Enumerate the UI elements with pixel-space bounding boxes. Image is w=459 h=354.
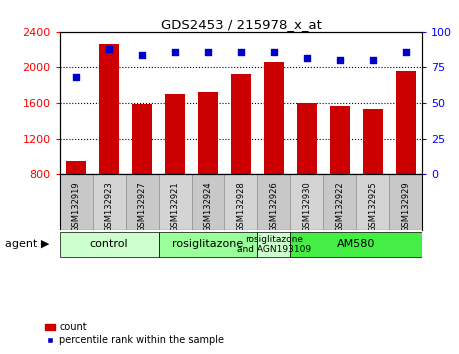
Point xyxy=(402,49,409,55)
Legend: count, percentile rank within the sample: count, percentile rank within the sample xyxy=(42,319,228,349)
Text: GSM132925: GSM132925 xyxy=(368,181,377,232)
Bar xyxy=(126,175,158,230)
Bar xyxy=(291,175,324,230)
Point xyxy=(139,52,146,57)
Point xyxy=(204,49,212,55)
Bar xyxy=(330,106,350,246)
Bar xyxy=(224,175,257,230)
Bar xyxy=(297,103,317,246)
Text: control: control xyxy=(90,239,129,250)
Bar xyxy=(165,94,185,246)
Bar xyxy=(66,161,86,246)
Text: GSM132930: GSM132930 xyxy=(302,181,311,232)
Text: GSM132919: GSM132919 xyxy=(72,181,81,232)
Point xyxy=(171,49,179,55)
Text: GSM132927: GSM132927 xyxy=(138,181,146,232)
Text: GSM132923: GSM132923 xyxy=(105,181,114,232)
Point xyxy=(270,49,278,55)
Title: GDS2453 / 215978_x_at: GDS2453 / 215978_x_at xyxy=(161,18,321,31)
Bar xyxy=(356,175,389,230)
Text: GSM132928: GSM132928 xyxy=(236,181,246,232)
Point xyxy=(73,75,80,80)
Bar xyxy=(363,109,383,246)
Bar xyxy=(158,232,257,257)
Text: AM580: AM580 xyxy=(337,239,375,250)
Text: GSM132926: GSM132926 xyxy=(269,181,279,232)
Point xyxy=(106,46,113,52)
Bar xyxy=(93,175,126,230)
Bar xyxy=(158,175,191,230)
Point xyxy=(237,49,245,55)
Text: GSM132921: GSM132921 xyxy=(171,181,179,232)
Bar xyxy=(231,74,251,246)
Text: rosiglitazone
and AGN193109: rosiglitazone and AGN193109 xyxy=(237,235,311,254)
Bar xyxy=(132,104,152,246)
Text: rosiglitazone: rosiglitazone xyxy=(173,239,244,250)
Bar xyxy=(191,175,224,230)
Text: GSM132929: GSM132929 xyxy=(401,181,410,232)
Text: agent ▶: agent ▶ xyxy=(5,239,49,250)
Bar xyxy=(60,175,93,230)
Bar xyxy=(198,92,218,246)
Bar xyxy=(99,44,119,246)
Bar xyxy=(257,232,291,257)
Bar xyxy=(389,175,422,230)
Point xyxy=(336,58,343,63)
Bar xyxy=(396,71,416,246)
Bar xyxy=(60,232,158,257)
Text: GSM132924: GSM132924 xyxy=(203,181,213,232)
Point xyxy=(303,55,311,60)
Bar xyxy=(291,232,422,257)
Bar xyxy=(257,175,291,230)
Bar xyxy=(324,175,356,230)
Point xyxy=(369,58,376,63)
Bar xyxy=(264,62,284,246)
Text: GSM132922: GSM132922 xyxy=(336,181,344,232)
